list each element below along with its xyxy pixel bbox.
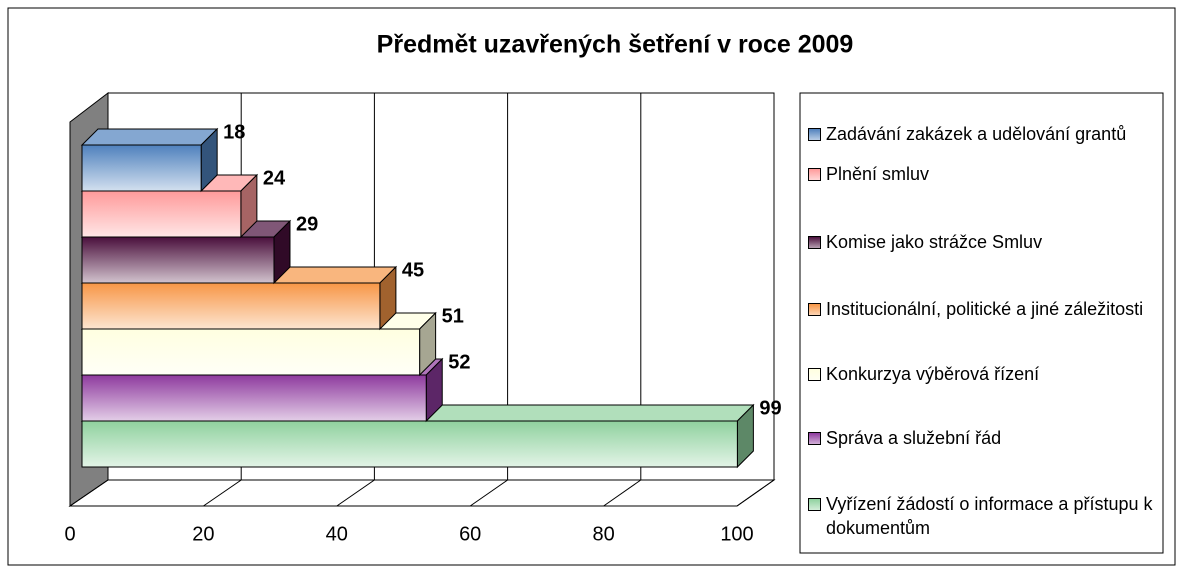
legend-item: Vyřízení žádostí o informace a přístupu … xyxy=(808,492,1162,540)
legend-item: Plnění smluv xyxy=(808,162,1162,186)
legend-label: Zadávání zakázek a udělování grantů xyxy=(826,124,1127,144)
x-tick-label: 0 xyxy=(64,523,75,545)
legend-swatch xyxy=(808,128,821,141)
legend-label: Konkurzya výběrová řízení xyxy=(826,364,1040,384)
data-label: 45 xyxy=(402,259,424,281)
grid-line xyxy=(469,93,509,507)
legend-label: Plnění smluv xyxy=(826,164,930,184)
data-label: 99 xyxy=(759,397,781,419)
legend-item: Komise jako strážce Smluv xyxy=(808,230,1162,254)
bar xyxy=(81,328,421,376)
bar xyxy=(81,420,738,468)
legend-item: Správa a služební řád xyxy=(808,426,1162,450)
floor xyxy=(68,479,776,507)
legend-swatch xyxy=(808,168,821,181)
legend-swatch xyxy=(808,368,821,381)
data-label: 24 xyxy=(263,167,286,189)
data-label: 29 xyxy=(296,213,318,235)
bar xyxy=(81,144,202,192)
grid-line xyxy=(603,93,642,507)
bar xyxy=(81,374,427,422)
legend-label: Vyřízení žádostí o informace a přístupu … xyxy=(826,494,1153,538)
bar-top xyxy=(80,128,219,146)
legend-item: Konkurzya výběrová řízení xyxy=(808,362,1162,386)
grid-line xyxy=(736,93,775,507)
x-tick-label: 40 xyxy=(326,523,348,545)
legend-swatch xyxy=(808,498,821,511)
x-tick-label: 80 xyxy=(592,523,614,545)
bar xyxy=(81,190,242,238)
x-tick-label: 60 xyxy=(459,523,481,545)
data-label: 18 xyxy=(223,121,245,143)
legend-label: Institucionální, politické a jiné záleži… xyxy=(826,299,1144,319)
legend-box xyxy=(799,92,1164,554)
bar xyxy=(81,236,275,284)
legend-swatch xyxy=(808,432,821,445)
data-label: 52 xyxy=(448,351,470,373)
chart-title: Předmět uzavřených šetření v roce 2009 xyxy=(377,31,854,59)
legend-label: Komise jako strážce Smluv xyxy=(826,232,1043,252)
legend-swatch xyxy=(808,303,821,316)
data-label: 51 xyxy=(442,305,464,327)
legend-label: Správa a služební řád xyxy=(826,428,1002,448)
legend-item: Zadávání zakázek a udělování grantů xyxy=(808,122,1162,146)
legend-swatch xyxy=(808,236,821,249)
grid-line xyxy=(336,93,375,507)
x-tick-label: 100 xyxy=(720,523,753,545)
legend-item: Institucionální, politické a jiné záleži… xyxy=(808,297,1162,321)
bar xyxy=(81,282,381,330)
x-tick-label: 20 xyxy=(192,523,214,545)
